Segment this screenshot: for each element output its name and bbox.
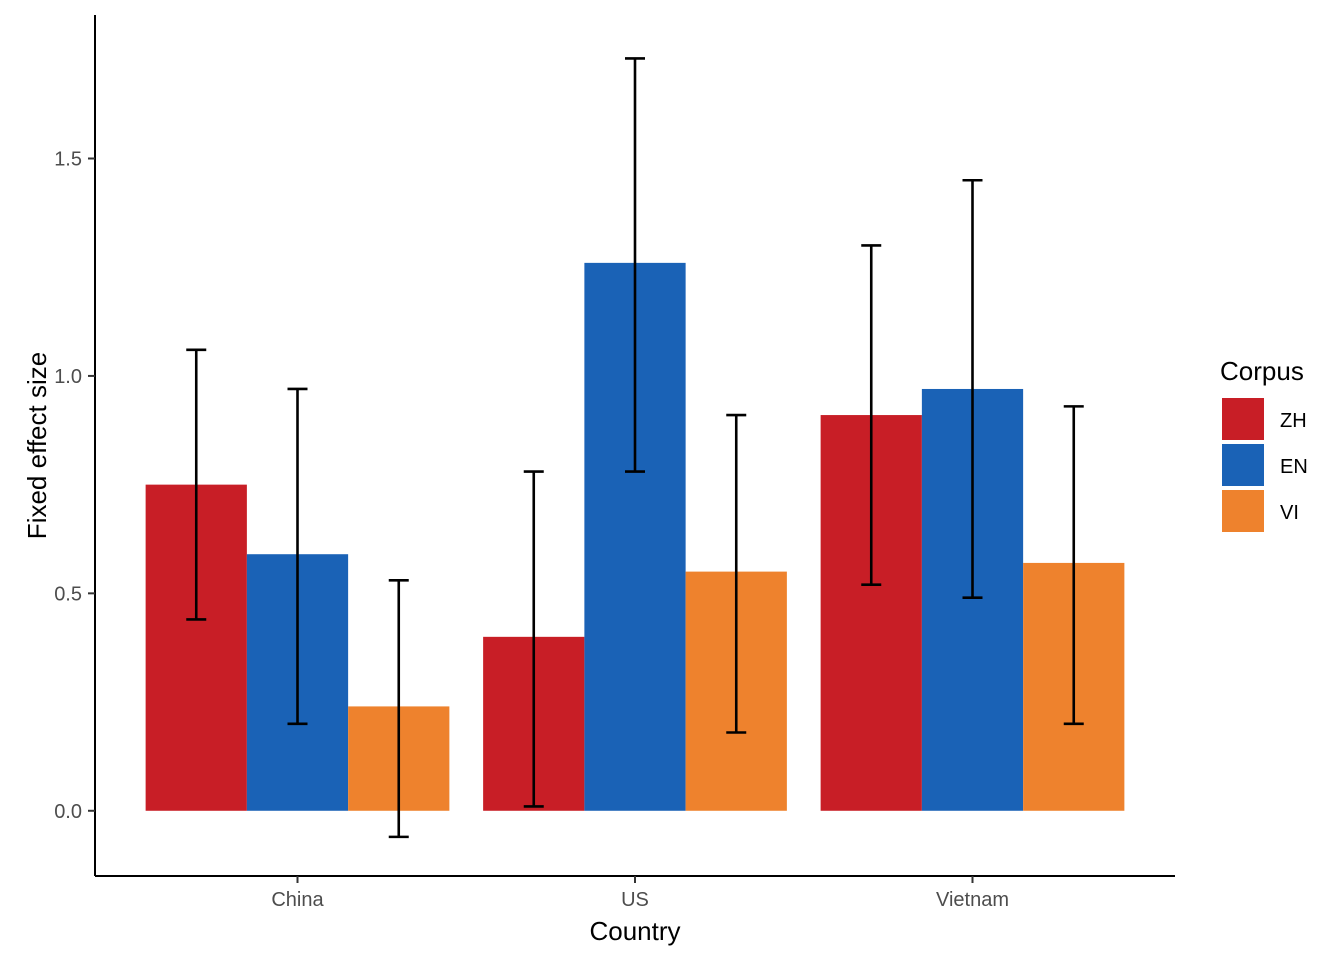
legend-key-vi [1222,490,1264,532]
y-tick-label: 1.0 [54,366,82,388]
errorbar-zh-china [186,348,207,621]
y-axis-title: Fixed effect size [22,352,52,539]
legend-key-en [1222,444,1264,486]
legend-title: Corpus [1220,356,1304,386]
errorbar-en-us [625,57,645,473]
legend-key-zh [1222,398,1264,440]
bars-layer [145,262,1125,811]
y-ticks: 0.0 0.5 1.0 1.5 [54,149,95,823]
errorbar-vi-vietnam [1063,405,1084,726]
x-tick-label: US [621,889,649,911]
y-tick-label: 0.5 [54,583,82,605]
x-ticks: China US Vietnam [271,876,1009,911]
errorbar-zh-vietnam [861,244,882,586]
y-tick-label: 0.0 [54,801,82,823]
errorbar-vi-us [726,413,747,734]
errorbar-vi-china [388,579,409,839]
legend-label-zh: ZH [1280,410,1307,432]
legend-label-vi: VI [1280,502,1299,524]
legend-label-en: EN [1280,456,1308,478]
x-tick-label: Vietnam [936,889,1009,911]
x-tick-label: China [271,889,324,911]
errorbar-en-vietnam [962,178,983,599]
errorbar-en-china [287,387,308,726]
errorbars-layer [186,57,1084,839]
legend: Corpus ZH EN VI [1220,356,1308,532]
x-axis-title: Country [589,916,680,946]
errorbar-zh-us [523,470,544,808]
y-tick-label: 1.5 [54,149,82,171]
